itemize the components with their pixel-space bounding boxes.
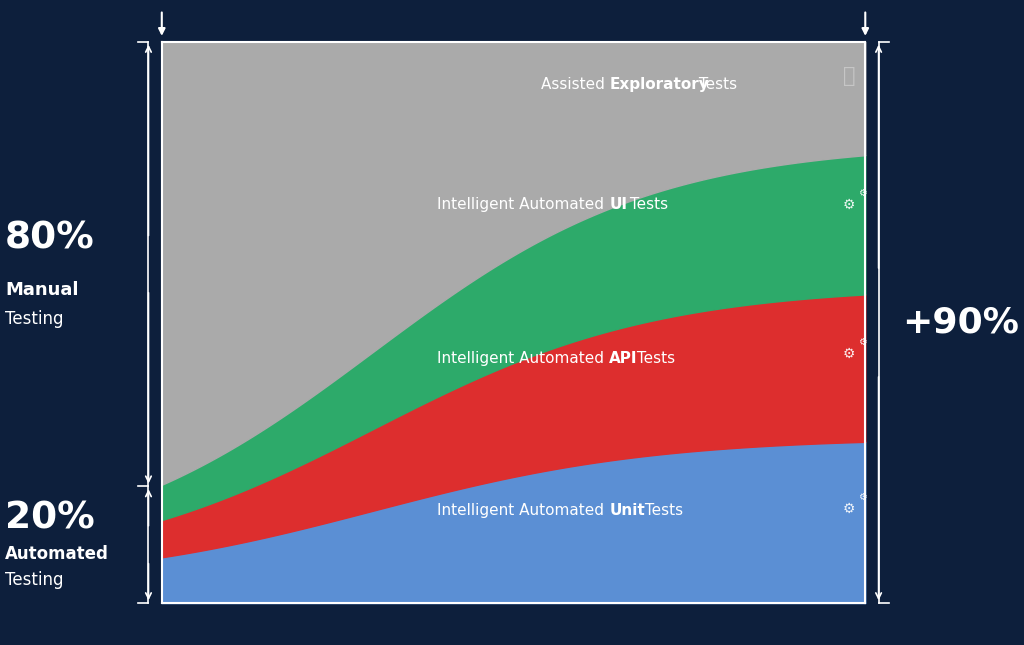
Text: API: API <box>609 352 638 366</box>
Text: Intelligent Automated: Intelligent Automated <box>437 503 609 518</box>
Text: Exploratory: Exploratory <box>609 77 709 92</box>
Text: 80%: 80% <box>5 221 95 256</box>
Text: Assisted: Assisted <box>541 77 609 92</box>
Text: ⚙: ⚙ <box>843 502 855 516</box>
Text: Tests: Tests <box>640 503 683 518</box>
Text: Testing: Testing <box>5 571 63 589</box>
Text: Intelligent Automated: Intelligent Automated <box>437 197 609 212</box>
Text: ⚙: ⚙ <box>858 337 867 347</box>
Text: ⚙: ⚙ <box>843 197 855 212</box>
Text: Tests: Tests <box>632 352 676 366</box>
Text: Testing: Testing <box>5 310 63 328</box>
Text: Tests: Tests <box>625 197 668 212</box>
Text: Manual: Manual <box>5 281 79 299</box>
Text: ⚙: ⚙ <box>858 492 867 502</box>
Text: +90%: +90% <box>902 306 1019 339</box>
Text: Unit: Unit <box>609 503 645 518</box>
Text: Intelligent Automated: Intelligent Automated <box>437 352 609 366</box>
Text: ⚙: ⚙ <box>843 346 855 361</box>
Text: Automated: Automated <box>5 546 109 563</box>
Text: Tests: Tests <box>694 77 737 92</box>
Text: ⚙: ⚙ <box>858 188 867 198</box>
Text: UI: UI <box>609 197 628 212</box>
Text: ✋: ✋ <box>843 66 855 86</box>
Text: 20%: 20% <box>5 501 95 537</box>
